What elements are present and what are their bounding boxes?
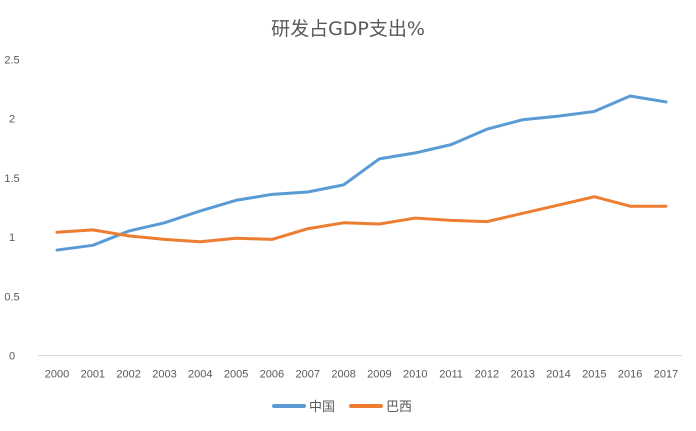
legend-item-china: 中国 <box>272 396 335 415</box>
legend-swatch <box>272 403 306 408</box>
x-tick-label: 2016 <box>618 369 642 381</box>
x-tick-label: 2001 <box>81 369 105 381</box>
x-tick-label: 2003 <box>152 369 176 381</box>
series-line-1 <box>55 195 668 244</box>
legend-item-brazil: 巴西 <box>349 396 412 415</box>
y-tick-label: 0.5 <box>4 291 19 303</box>
x-tick-label: 2006 <box>260 369 284 381</box>
y-tick-label: 2 <box>9 114 15 126</box>
x-tick-label: 2000 <box>45 369 69 381</box>
x-tick-label: 2015 <box>582 369 606 381</box>
x-tick-label: 2002 <box>116 369 140 381</box>
x-tick-label: 2014 <box>546 369 570 381</box>
x-tick-label: 2008 <box>331 369 355 381</box>
legend: 中国 巴西 <box>272 396 426 415</box>
x-tick-label: 2005 <box>224 369 248 381</box>
x-tick-label: 2007 <box>296 369 320 381</box>
y-tick-label: 1.5 <box>4 173 19 185</box>
chart-title: 研发占GDP支出% <box>271 18 425 40</box>
x-tick-label: 2004 <box>188 369 212 381</box>
legend-label: 中国 <box>309 400 336 415</box>
x-tick-label: 2017 <box>654 369 678 381</box>
legend-swatch <box>349 403 384 408</box>
y-tick-label: 2.5 <box>4 54 19 66</box>
legend-label: 巴西 <box>386 400 413 415</box>
y-tick-label: 0 <box>9 351 15 363</box>
x-tick-label: 2012 <box>475 369 499 381</box>
series-line-0 <box>55 94 668 252</box>
x-tick-label: 2013 <box>510 369 534 381</box>
x-tick-label: 2011 <box>439 369 463 381</box>
x-tick-label: 2009 <box>367 369 391 381</box>
x-tick-label: 2010 <box>403 369 427 381</box>
y-tick-label: 1 <box>9 232 15 244</box>
